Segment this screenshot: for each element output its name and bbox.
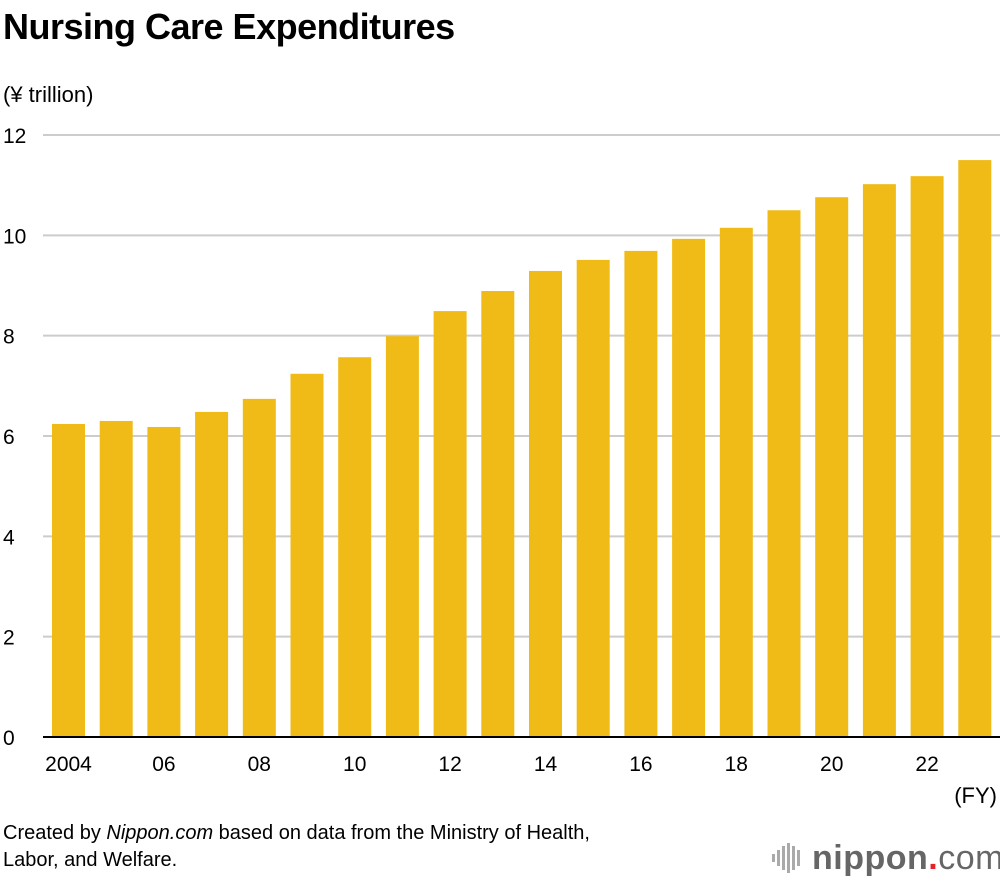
bar-2009 bbox=[290, 373, 324, 737]
bar-2004 bbox=[52, 423, 85, 737]
bar-2019 bbox=[767, 210, 801, 737]
bar-2023 bbox=[958, 160, 992, 738]
x-tick-label: 06 bbox=[152, 753, 175, 776]
y-tick-label: 10 bbox=[3, 225, 26, 248]
y-tick-label: 2 bbox=[3, 627, 15, 650]
y-tick-label: 12 bbox=[3, 125, 26, 148]
bar-2006 bbox=[147, 426, 181, 737]
x-tick-label: 14 bbox=[534, 753, 558, 776]
bar-2011 bbox=[385, 336, 419, 737]
y-tick-label: 4 bbox=[3, 526, 15, 549]
x-tick-label: 18 bbox=[725, 753, 748, 776]
x-tick-label: 20 bbox=[820, 753, 843, 776]
x-axis-label: (FY) bbox=[954, 783, 997, 808]
y-tick-label: 0 bbox=[3, 727, 15, 750]
x-tick-label: 16 bbox=[629, 753, 652, 776]
bar-2021 bbox=[862, 184, 896, 737]
bar-2020 bbox=[815, 197, 849, 737]
x-tick-label: 2004 bbox=[45, 753, 92, 776]
bar-2022 bbox=[910, 176, 944, 738]
nippon-logo: nippon.com bbox=[772, 838, 1000, 878]
bar-2015 bbox=[576, 259, 610, 737]
bar-2016 bbox=[624, 250, 658, 737]
chart-title: Nursing Care Expenditures bbox=[3, 6, 455, 47]
y-tick-label: 6 bbox=[3, 426, 15, 449]
source-note: Created by Nippon.com based on data from… bbox=[3, 822, 590, 871]
x-tick-label: 12 bbox=[438, 753, 461, 776]
bar-2008 bbox=[242, 398, 276, 737]
bar-2018 bbox=[719, 227, 753, 737]
x-tick-label: 08 bbox=[248, 753, 271, 776]
bar-2013 bbox=[481, 291, 515, 737]
bar-2017 bbox=[672, 238, 706, 737]
x-tick-label: 10 bbox=[343, 753, 366, 776]
bar-2010 bbox=[338, 357, 372, 737]
bar-2005 bbox=[99, 420, 133, 737]
source-brand: Nippon.com bbox=[106, 822, 214, 844]
y-tick-label: 8 bbox=[3, 326, 15, 349]
y-axis-label: (¥ trillion) bbox=[3, 82, 94, 107]
x-tick-label: 22 bbox=[915, 753, 938, 776]
bar-2012 bbox=[433, 311, 467, 737]
sound-wave-icon bbox=[772, 843, 800, 873]
bar-2014 bbox=[529, 270, 562, 737]
bar-2007 bbox=[195, 411, 229, 737]
